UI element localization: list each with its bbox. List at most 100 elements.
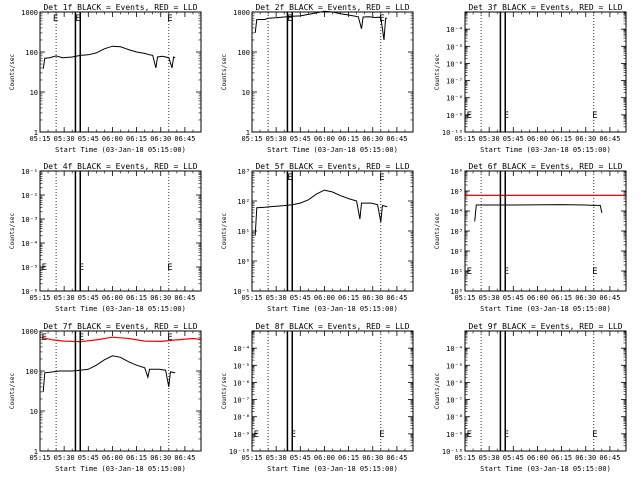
panel-title: Det 4f BLACK = Events, RED = LLD [43,162,197,171]
x-tick-label: 05:45 [290,135,311,143]
y-tick-label: 10⁻² [21,192,38,200]
x-tick-label: 05:30 [479,294,500,302]
y-tick-label: 10⁻⁷ [233,397,250,405]
e-marker: E [504,267,509,277]
y-tick-label: 10⁻¹⁰ [442,448,463,456]
x-tick-label: 05:15 [454,135,475,143]
e-marker: E [467,267,472,277]
x-tick-label: 06:00 [102,294,123,302]
e-marker: E [79,263,84,273]
plot-frame [251,330,414,452]
x-axis-label: Start Time (03-Jan-18 05:15:00) [55,305,186,313]
y-tick-label: 10⁰ [450,288,463,296]
y-axis-label: Counts/sec [9,54,16,91]
panel-title: Det 6f BLACK = Events, RED = LLD [468,162,622,171]
e-marker: E [287,173,292,183]
y-tick-label: 10⁻⁵ [446,362,463,370]
y-tick-label: 10⁻⁶ [21,288,38,296]
e-marker: E [291,430,296,440]
y-tick-label: 1000 [21,9,38,17]
x-tick-label: 06:00 [527,454,548,462]
y-axis-label: Counts/sec [9,213,16,250]
x-tick-label: 06:30 [150,294,171,302]
y-tick-label: 10⁻¹ [21,168,38,176]
e-marker: E [287,14,292,24]
x-tick-label: 06:15 [126,294,147,302]
y-tick-label: 10⁻¹ [233,288,250,296]
x-axis-label: Start Time (03-Jan-18 05:15:00) [55,146,186,154]
e-marker: E [504,430,509,440]
y-tick-label: 10 [30,89,38,97]
x-axis-label: Start Time (03-Jan-18 05:15:00) [267,146,398,154]
x-tick-label: 06:45 [386,294,407,302]
y-tick-label: 10⁻⁴ [233,345,250,353]
x-tick-label: 06:30 [362,294,383,302]
detector-panel-6: Det 6f BLACK = Events, RED = LLD Counts/s… [434,162,627,313]
y-tick-label: 10⁻⁸ [446,95,463,103]
e-marker: E [504,111,509,121]
y-tick-label: 10¹ [237,228,250,236]
x-tick-label: 06:30 [575,294,596,302]
plot-frame [464,11,627,133]
x-tick-label: 05:45 [503,294,524,302]
x-tick-label: 05:45 [78,454,99,462]
x-tick-label: 06:30 [575,135,596,143]
x-axis-label: Start Time (03-Jan-18 05:15:00) [267,465,398,473]
y-axis-label: Counts/sec [434,373,441,410]
y-tick-label: 10³ [450,228,463,236]
x-tick-label: 05:15 [29,294,50,302]
y-tick-label: 10⁻⁵ [21,264,38,272]
e-marker: E [592,430,597,440]
x-tick-label: 06:45 [174,135,195,143]
y-tick-label: 10⁻⁴ [21,240,38,248]
x-axis-label: Start Time (03-Jan-18 05:15:00) [480,465,611,473]
y-tick-label: 10⁴ [450,208,463,216]
x-axis-label: Start Time (03-Jan-18 05:15:00) [55,465,186,473]
x-tick-label: 05:30 [479,135,500,143]
x-tick-label: 06:00 [314,454,335,462]
y-tick-label: 10⁻¹⁰ [442,129,463,137]
plot-frame [251,170,414,292]
x-tick-label: 06:45 [599,294,620,302]
e-marker: E [254,430,259,440]
x-tick-label: 06:30 [150,454,171,462]
e-marker: E [467,430,472,440]
y-tick-label: 1 [34,129,38,137]
x-tick-label: 05:30 [479,454,500,462]
y-tick-label: 1 [34,448,38,456]
x-tick-label: 06:00 [102,135,123,143]
detector-panel-7: Det 7f BLACK = Events, RED = LLD Counts/s… [9,322,202,473]
x-tick-label: 05:15 [29,135,50,143]
y-tick-label: 10³ [237,168,250,176]
x-tick-label: 06:00 [527,294,548,302]
e-marker: E [467,111,472,121]
e-marker: E [592,267,597,277]
y-tick-label: 10¹ [450,268,463,276]
x-tick-label: 06:00 [314,135,335,143]
x-tick-label: 05:15 [241,454,262,462]
y-tick-label: 10² [450,248,463,256]
x-tick-label: 06:45 [386,135,407,143]
y-tick-label: 10² [237,198,250,206]
plot-frame [39,330,202,452]
panel-title: Det 2f BLACK = Events, RED = LLD [255,3,409,12]
x-tick-label: 05:45 [290,294,311,302]
plot-frame [464,170,627,292]
y-tick-label: 10⁻⁷ [446,397,463,405]
panel-title: Det 3f BLACK = Events, RED = LLD [468,3,622,12]
y-tick-label: 100 [25,49,38,57]
e-marker: E [42,333,47,343]
x-tick-label: 06:15 [551,294,572,302]
e-marker: E [592,111,597,121]
y-tick-label: 10⁻⁸ [233,414,250,422]
x-tick-label: 05:30 [54,135,75,143]
e-marker: E [379,14,384,24]
e-marker: E [167,333,172,343]
y-tick-label: 10⁰ [237,258,250,266]
y-axis-label: Counts/sec [221,213,228,250]
detector-panel-3: Det 3f BLACK = Events, RED = LLD Counts/s… [434,3,627,154]
y-axis-label: Counts/sec [9,373,16,410]
e-marker: E [53,14,58,24]
e-marker: E [167,263,172,273]
x-axis-label: Start Time (03-Jan-18 05:15:00) [480,305,611,313]
